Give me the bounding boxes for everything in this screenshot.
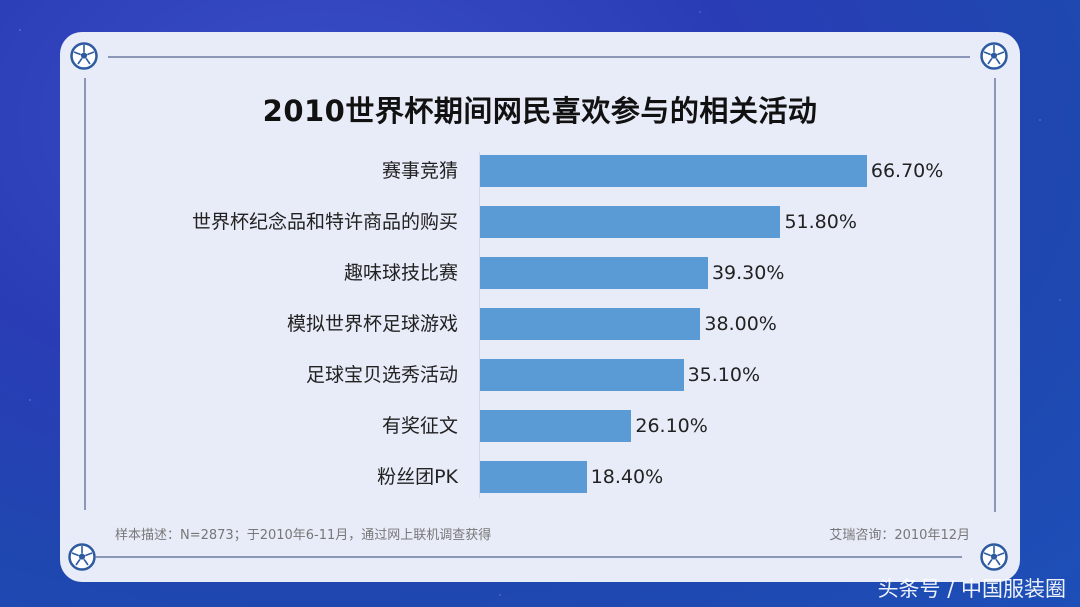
bar (480, 257, 708, 289)
bar (480, 155, 867, 187)
category-label: 有奖征文 (381, 415, 458, 437)
bar (480, 410, 632, 442)
bar-row: 足球宝贝选秀活动 35.10% (60, 359, 1020, 391)
category-label: 模拟世界杯足球游戏 (286, 313, 458, 335)
value-label: 51.80% (784, 211, 857, 233)
value-label: 26.10% (635, 415, 708, 437)
bar-row: 赛事竞猜 66.70% (60, 155, 1020, 187)
chart-card: 2010世界杯期间网民喜欢参与的相关活动 赛事竞猜 66.70% 世界杯纪念品和… (60, 32, 1020, 582)
bar (480, 308, 701, 340)
chart-title: 2010世界杯期间网民喜欢参与的相关活动 (262, 94, 818, 128)
bar (480, 359, 684, 391)
category-axis (479, 152, 480, 498)
soccer-ball-icon (980, 543, 1008, 571)
watermark: 头条号 / 中国服装圈 (877, 577, 1066, 601)
bar-row: 粉丝团PK 18.40% (60, 461, 1020, 493)
value-label: 66.70% (870, 160, 944, 182)
source-note: 艾瑞咨询：2010年12月 (829, 528, 970, 543)
category-label: 趣味球技比赛 (343, 262, 458, 284)
soccer-ball-icon (70, 42, 98, 70)
bar-row: 模拟世界杯足球游戏 38.00% (60, 308, 1020, 340)
value-label: 39.30% (711, 262, 785, 284)
value-label: 18.40% (590, 466, 664, 488)
soccer-ball-icon (68, 543, 96, 571)
category-label: 足球宝贝选秀活动 (305, 364, 458, 386)
bottom-border-line (96, 556, 962, 558)
value-label: 35.10% (687, 364, 761, 386)
value-label: 38.00% (704, 313, 777, 335)
bar-row: 世界杯纪念品和特许商品的购买 51.80% (60, 206, 1020, 238)
right-border-line (994, 78, 996, 512)
soccer-ball-icon (980, 42, 1008, 70)
top-border-line (108, 56, 970, 58)
bar (480, 461, 587, 493)
left-border-line (84, 78, 86, 510)
bar (480, 206, 781, 238)
category-label: 粉丝团PK (377, 466, 458, 488)
bar-row: 趣味球技比赛 39.30% (60, 257, 1020, 289)
sample-note: 样本描述：N=2873；于2010年6-11月，通过网上联机调查获得 (115, 528, 492, 543)
category-label: 世界杯纪念品和特许商品的购买 (191, 211, 458, 233)
bar-row: 有奖征文 26.10% (60, 410, 1020, 442)
category-label: 赛事竞猜 (381, 160, 458, 182)
